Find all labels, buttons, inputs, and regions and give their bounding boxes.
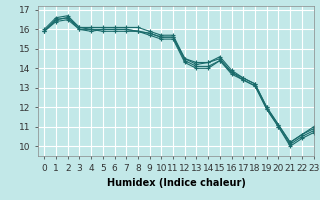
X-axis label: Humidex (Indice chaleur): Humidex (Indice chaleur) [107,178,245,188]
